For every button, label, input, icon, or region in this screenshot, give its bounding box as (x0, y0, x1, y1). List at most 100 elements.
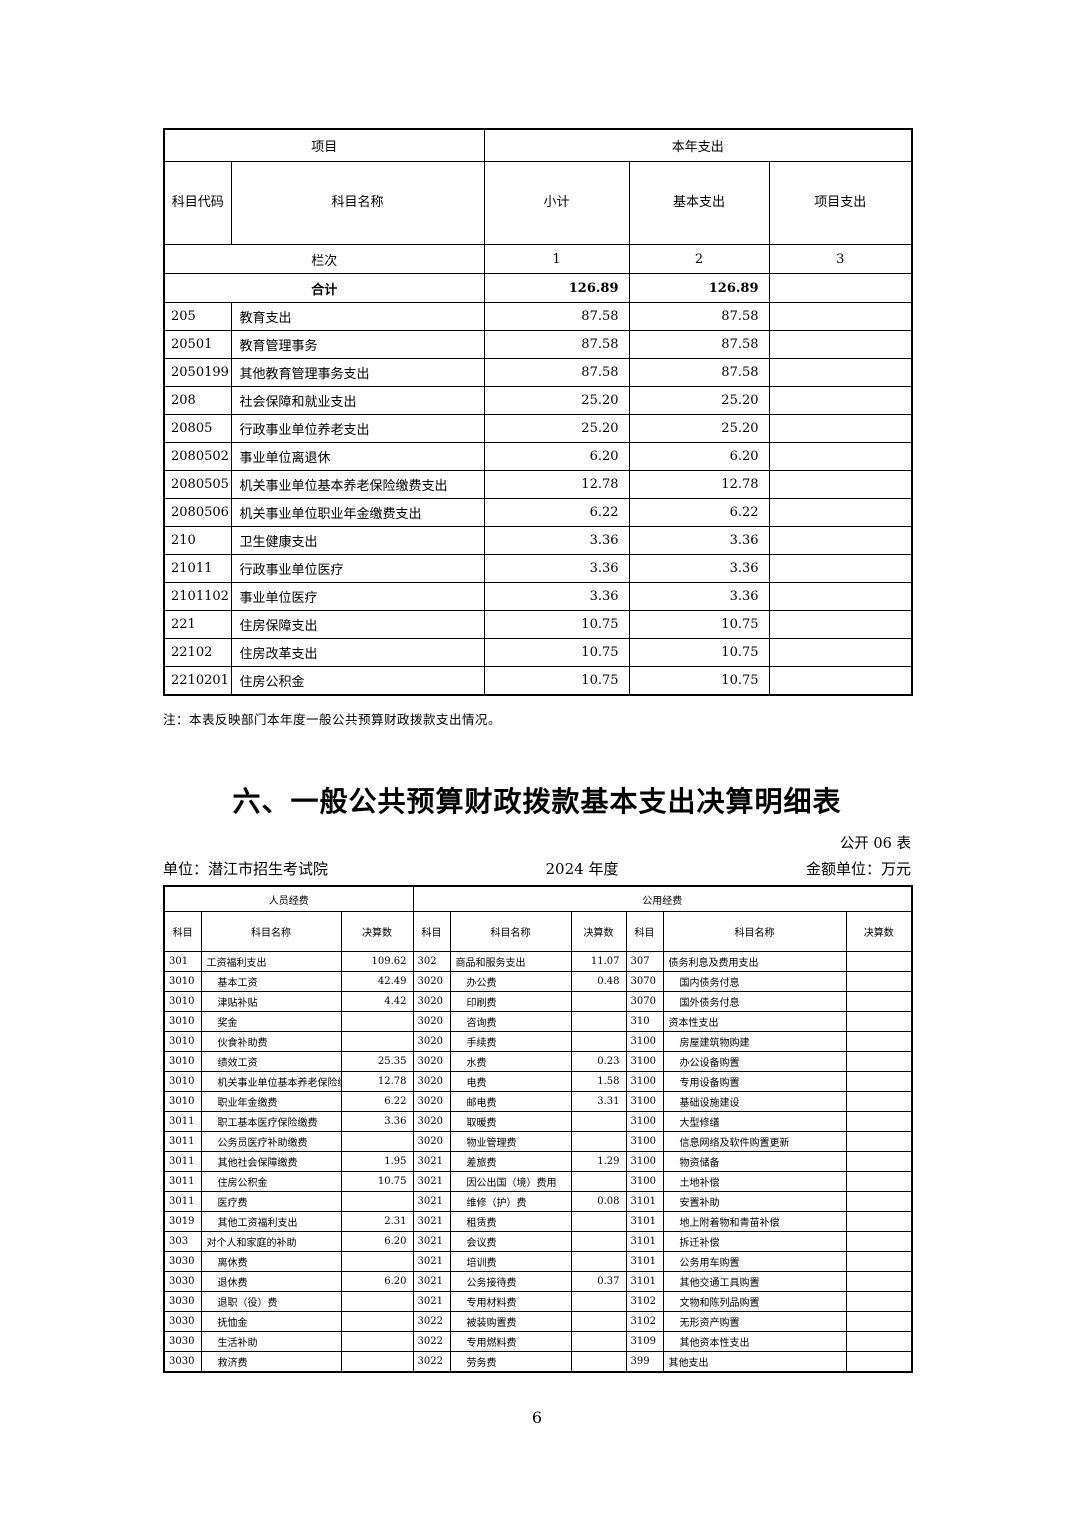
detail-cell-name: 办公设备购置 (662, 1051, 847, 1072)
cell-basic: 25.20 (628, 414, 770, 443)
detail-cell-name: 水费 (449, 1051, 572, 1072)
detail-cell-code: 3020 (412, 971, 451, 992)
detail-cell-code: 3019 (163, 1211, 202, 1232)
detail-table-row: 3010 津贴补贴 4.42 3020 印刷费 3070 国外债务付息 (163, 991, 913, 1012)
detail-cell-value (845, 1211, 913, 1232)
cell-project (768, 526, 913, 555)
detail-cell-value (845, 1071, 913, 1092)
detail-cell-name: 商品和服务支出 (449, 951, 572, 972)
detail-table-row: 3010 伙食补助费 3020 手续费 3100 房屋建筑物购建 (163, 1031, 913, 1052)
detail-cell-code: 302 (412, 951, 451, 972)
detail-header-name-3: 科目名称 (662, 911, 847, 952)
detail-header-code-2: 科目 (412, 911, 451, 952)
cell-subject-name: 其他教育管理事务支出 (230, 358, 485, 387)
cell-basic: 3.36 (628, 526, 770, 555)
detail-table-row: 301 工资福利支出 109.62 302 商品和服务支出 11.07 307 债务利息及费用… (163, 951, 913, 972)
detail-cell-code: 3011 (163, 1191, 202, 1212)
cell-project (768, 386, 913, 415)
table-row: 21011 行政事业单位医疗 3.36 3.36 (163, 554, 913, 583)
cell-project (768, 498, 913, 527)
detail-cell-code: 3030 (163, 1331, 202, 1352)
cell-basic: 87.58 (628, 330, 770, 359)
detail-cell-name: 国内债务付息 (662, 971, 847, 992)
detail-cell-code: 3010 (163, 1031, 202, 1052)
detail-table-header: 人员经费 公用经费 科目 科目名称 决算数 科目 科目名称 决算数 科目 科目名… (163, 885, 913, 952)
cell-subtotal: 25.20 (483, 414, 630, 443)
detail-cell-code: 3100 (625, 1131, 664, 1152)
detail-cell-code: 3021 (412, 1171, 451, 1192)
total-project (768, 273, 913, 303)
detail-header-code-3: 科目 (625, 911, 664, 952)
header-group-row: 项目 本年支出 (163, 128, 913, 162)
detail-cell-name: 专用设备购置 (662, 1071, 847, 1092)
cell-basic: 10.75 (628, 638, 770, 667)
detail-cell-code: 3021 (412, 1191, 451, 1212)
cell-basic: 3.36 (628, 554, 770, 583)
detail-cell-code: 3010 (163, 1051, 202, 1072)
detail-cell-value (845, 951, 913, 972)
detail-cell-code: 3101 (625, 1231, 664, 1252)
cell-project (768, 330, 913, 359)
detail-table-row: 3011 公务员医疗补助缴费 3020 物业管理费 3100 信息网络及软件购置更新 (163, 1131, 913, 1152)
detail-table-row: 3011 职工基本医疗保险缴费 3.36 3020 取暖费 3100 大型修缮 (163, 1111, 913, 1132)
expenditure-summary-table: 项目 本年支出 科目代码 科目名称 小计 基本支出 项目支出 栏次 1 2 3 (163, 128, 914, 696)
detail-cell-name: 文物和陈列品购置 (662, 1291, 847, 1312)
cell-basic: 6.20 (628, 442, 770, 471)
cell-subject-name: 社会保障和就业支出 (230, 386, 485, 415)
detail-cell-code: 3100 (625, 1051, 664, 1072)
table-row: 2080502 事业单位离退休 6.20 6.20 (163, 442, 913, 471)
detail-table-row: 3010 奖金 3020 咨询费 310 资本性支出 (163, 1011, 913, 1032)
cell-subject-code: 2080505 (163, 470, 232, 499)
detail-cell-value: 3.31 (570, 1091, 627, 1112)
table-row: 205 教育支出 87.58 87.58 (163, 302, 913, 331)
detail-cell-value (845, 1051, 913, 1072)
detail-cell-name: 其他资本性支出 (662, 1331, 847, 1352)
detail-cell-value: 0.48 (570, 971, 627, 992)
detail-cell-value (340, 1251, 414, 1272)
public-table-label: 公开 06 表 (839, 836, 911, 852)
detail-cell-value (845, 971, 913, 992)
detail-cell-name: 因公出国（境）费用 (449, 1171, 572, 1192)
detail-cell-value: 6.22 (340, 1091, 414, 1112)
cell-subject-code: 22102 (163, 638, 232, 667)
total-row: 合计 126.89 126.89 (163, 273, 913, 303)
detail-cell-value: 109.62 (340, 951, 414, 972)
column-index-row: 栏次 1 2 3 (163, 244, 913, 274)
detail-cell-name: 职业年金缴费 (200, 1091, 342, 1112)
detail-cell-name: 取暖费 (449, 1111, 572, 1132)
detail-header-value-2: 决算数 (570, 911, 627, 952)
cell-subject-name: 事业单位离退休 (230, 442, 485, 471)
detail-cell-value (845, 1231, 913, 1252)
detail-cell-value (340, 1291, 414, 1312)
detail-cell-value (845, 1191, 913, 1212)
header-project-expenditure: 项目支出 (768, 161, 913, 245)
cell-project (768, 414, 913, 443)
detail-cell-code: 3010 (163, 971, 202, 992)
detail-cell-code: 3070 (625, 991, 664, 1012)
detail-cell-value: 1.58 (570, 1071, 627, 1092)
detail-table-body: 301 工资福利支出 109.62 302 商品和服务支出 11.07 307 债务利息及费用… (163, 951, 913, 1373)
detail-cell-code: 3030 (163, 1291, 202, 1312)
detail-cell-name: 职工基本医疗保险缴费 (200, 1111, 342, 1132)
detail-cell-code: 3030 (163, 1271, 202, 1292)
detail-cell-name: 邮电费 (449, 1091, 572, 1112)
detail-cell-code: 3022 (412, 1351, 451, 1373)
detail-cell-value: 2.31 (340, 1211, 414, 1232)
detail-cell-code: 3030 (163, 1351, 202, 1373)
detail-cell-value (570, 991, 627, 1012)
detail-cell-value (570, 1131, 627, 1152)
detail-cell-value (845, 1091, 913, 1112)
cell-subtotal: 10.75 (483, 638, 630, 667)
cell-project (768, 554, 913, 583)
detail-table-row: 3010机关事业单位基本养老保险缴费12.783020电费1.583100专用设… (163, 1071, 913, 1092)
detail-cell-name: 租赁费 (449, 1211, 572, 1232)
footer-page-number: 6 (531, 1408, 543, 1427)
expenditure-table-header: 项目 本年支出 科目代码 科目名称 小计 基本支出 项目支出 栏次 1 2 3 (163, 128, 913, 303)
public-funds-header: 公用经费 (412, 885, 913, 912)
table-row: 210 卫生健康支出 3.36 3.36 (163, 526, 913, 555)
cell-subtotal: 3.36 (483, 582, 630, 611)
detail-cell-code: 3020 (412, 991, 451, 1012)
cell-subject-name: 教育支出 (230, 302, 485, 331)
header-subject-code: 科目代码 (163, 161, 232, 245)
column-index-1: 1 (483, 244, 630, 274)
